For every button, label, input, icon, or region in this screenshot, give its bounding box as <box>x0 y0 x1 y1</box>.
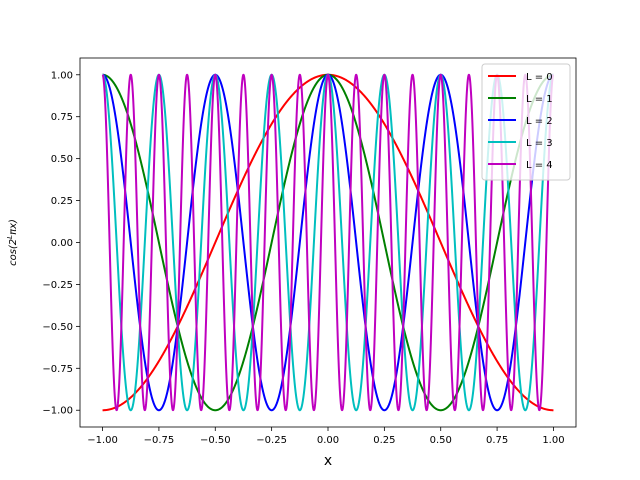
y-tick-label: 0.25 <box>51 196 73 207</box>
x-tick-label: 0.00 <box>317 435 339 446</box>
y-tick-label: −0.75 <box>42 364 73 375</box>
y-tick-label: −0.25 <box>42 280 73 291</box>
y-axis-label-after: πx) <box>8 219 19 235</box>
y-axis-label-superscript: L <box>6 235 14 239</box>
x-tick-label: 0.75 <box>486 435 508 446</box>
x-tick-label: −0.75 <box>144 435 175 446</box>
x-tick-label: −0.25 <box>256 435 287 446</box>
y-axis: −1.00 −0.75 −0.50 −0.25 0.00 0.25 0.50 0.75 1.00 <box>42 70 80 417</box>
x-axis: −1.00 −0.75 −0.50 −0.25 0.00 0.25 0.50 0.75 1.00 <box>87 427 565 446</box>
series-line-4 <box>101 73 555 412</box>
y-tick-label: 1.00 <box>51 70 73 81</box>
legend-label-4: L = 4 <box>526 160 553 171</box>
legend-label-1: L = 1 <box>526 94 553 105</box>
x-axis-label: x <box>324 453 332 469</box>
y-tick-label: 0.00 <box>51 238 73 249</box>
y-tick-label: 0.50 <box>51 154 73 165</box>
y-axis-label: cos(2Lπx) <box>6 219 19 266</box>
x-tick-label: 1.00 <box>542 435 564 446</box>
legend: L = 0 L = 1 L = 2 L = 3 L = 4 <box>481 63 571 181</box>
x-tick-label: 0.50 <box>430 435 452 446</box>
legend-label-0: L = 0 <box>526 72 553 83</box>
legend-label-3: L = 3 <box>526 138 553 149</box>
x-tick-label: −1.00 <box>87 435 118 446</box>
legend-box <box>481 63 571 181</box>
y-tick-label: 0.75 <box>51 112 73 123</box>
y-axis-label-before: cos(2 <box>8 239 19 266</box>
x-tick-label: −0.50 <box>200 435 231 446</box>
y-tick-label: −1.00 <box>42 406 73 417</box>
y-tick-label: −0.50 <box>42 322 73 333</box>
x-tick-label: 0.25 <box>373 435 395 446</box>
series-layer <box>101 73 555 412</box>
legend-label-2: L = 2 <box>526 116 553 127</box>
